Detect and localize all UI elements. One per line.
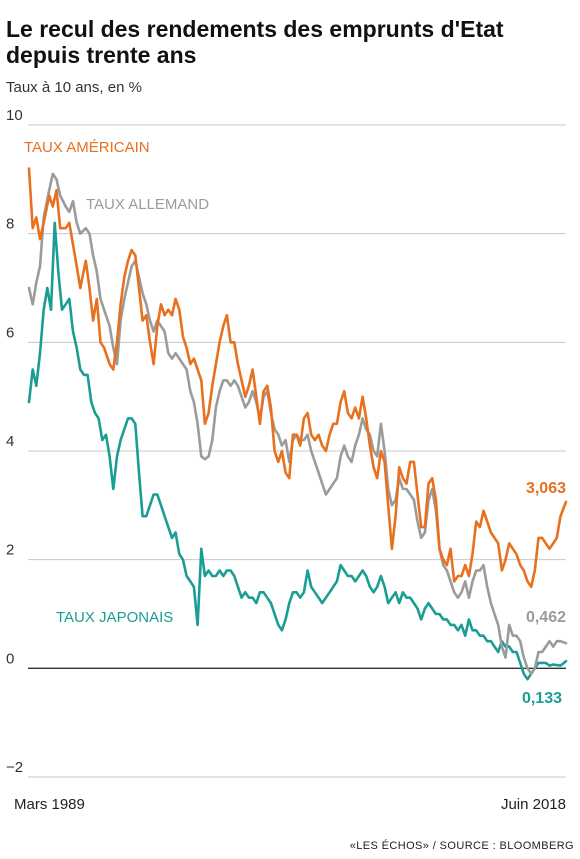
- y-tick-label: 10: [6, 107, 23, 124]
- series-lines: [27, 167, 568, 681]
- series-name-label-us: TAUX AMÉRICAIN: [24, 139, 150, 156]
- y-tick-label: 8: [6, 216, 14, 233]
- y-tick-label: 6: [6, 324, 14, 341]
- y-tick-label: −2: [6, 759, 23, 776]
- y-axis-tick-labels: 10 8 6 4 2 0 −2: [6, 107, 23, 776]
- y-tick-label: 0: [6, 650, 14, 667]
- series-line-us: [27, 167, 568, 589]
- x-axis-end-label: Juin 2018: [501, 796, 566, 813]
- chart-subtitle: Taux à 10 ans, en %: [6, 79, 142, 96]
- chart-title: Le recul des rendements des emprunts d'E…: [6, 16, 504, 68]
- x-axis-start-label: Mars 1989: [14, 796, 85, 813]
- source-credit: «LES ÉCHOS» / SOURCE : BLOOMBERG: [349, 840, 574, 852]
- series-name-label-jp: TAUX JAPONAIS: [56, 609, 173, 626]
- series-line-de: [27, 172, 568, 676]
- series-end-value-jp: 0,133: [522, 690, 562, 707]
- y-tick-label: 2: [6, 542, 14, 559]
- series-end-value-de: 0,462: [526, 609, 566, 626]
- series-labels: TAUX JAPONAIS 0,133 TAUX ALLEMAND 0,462 TAUX…: [24, 139, 566, 707]
- series-end-value-us: 3,063: [526, 480, 566, 497]
- y-tick-label: 4: [6, 433, 14, 450]
- series-name-label-de: TAUX ALLEMAND: [86, 196, 209, 213]
- series-line-jp: [27, 221, 568, 681]
